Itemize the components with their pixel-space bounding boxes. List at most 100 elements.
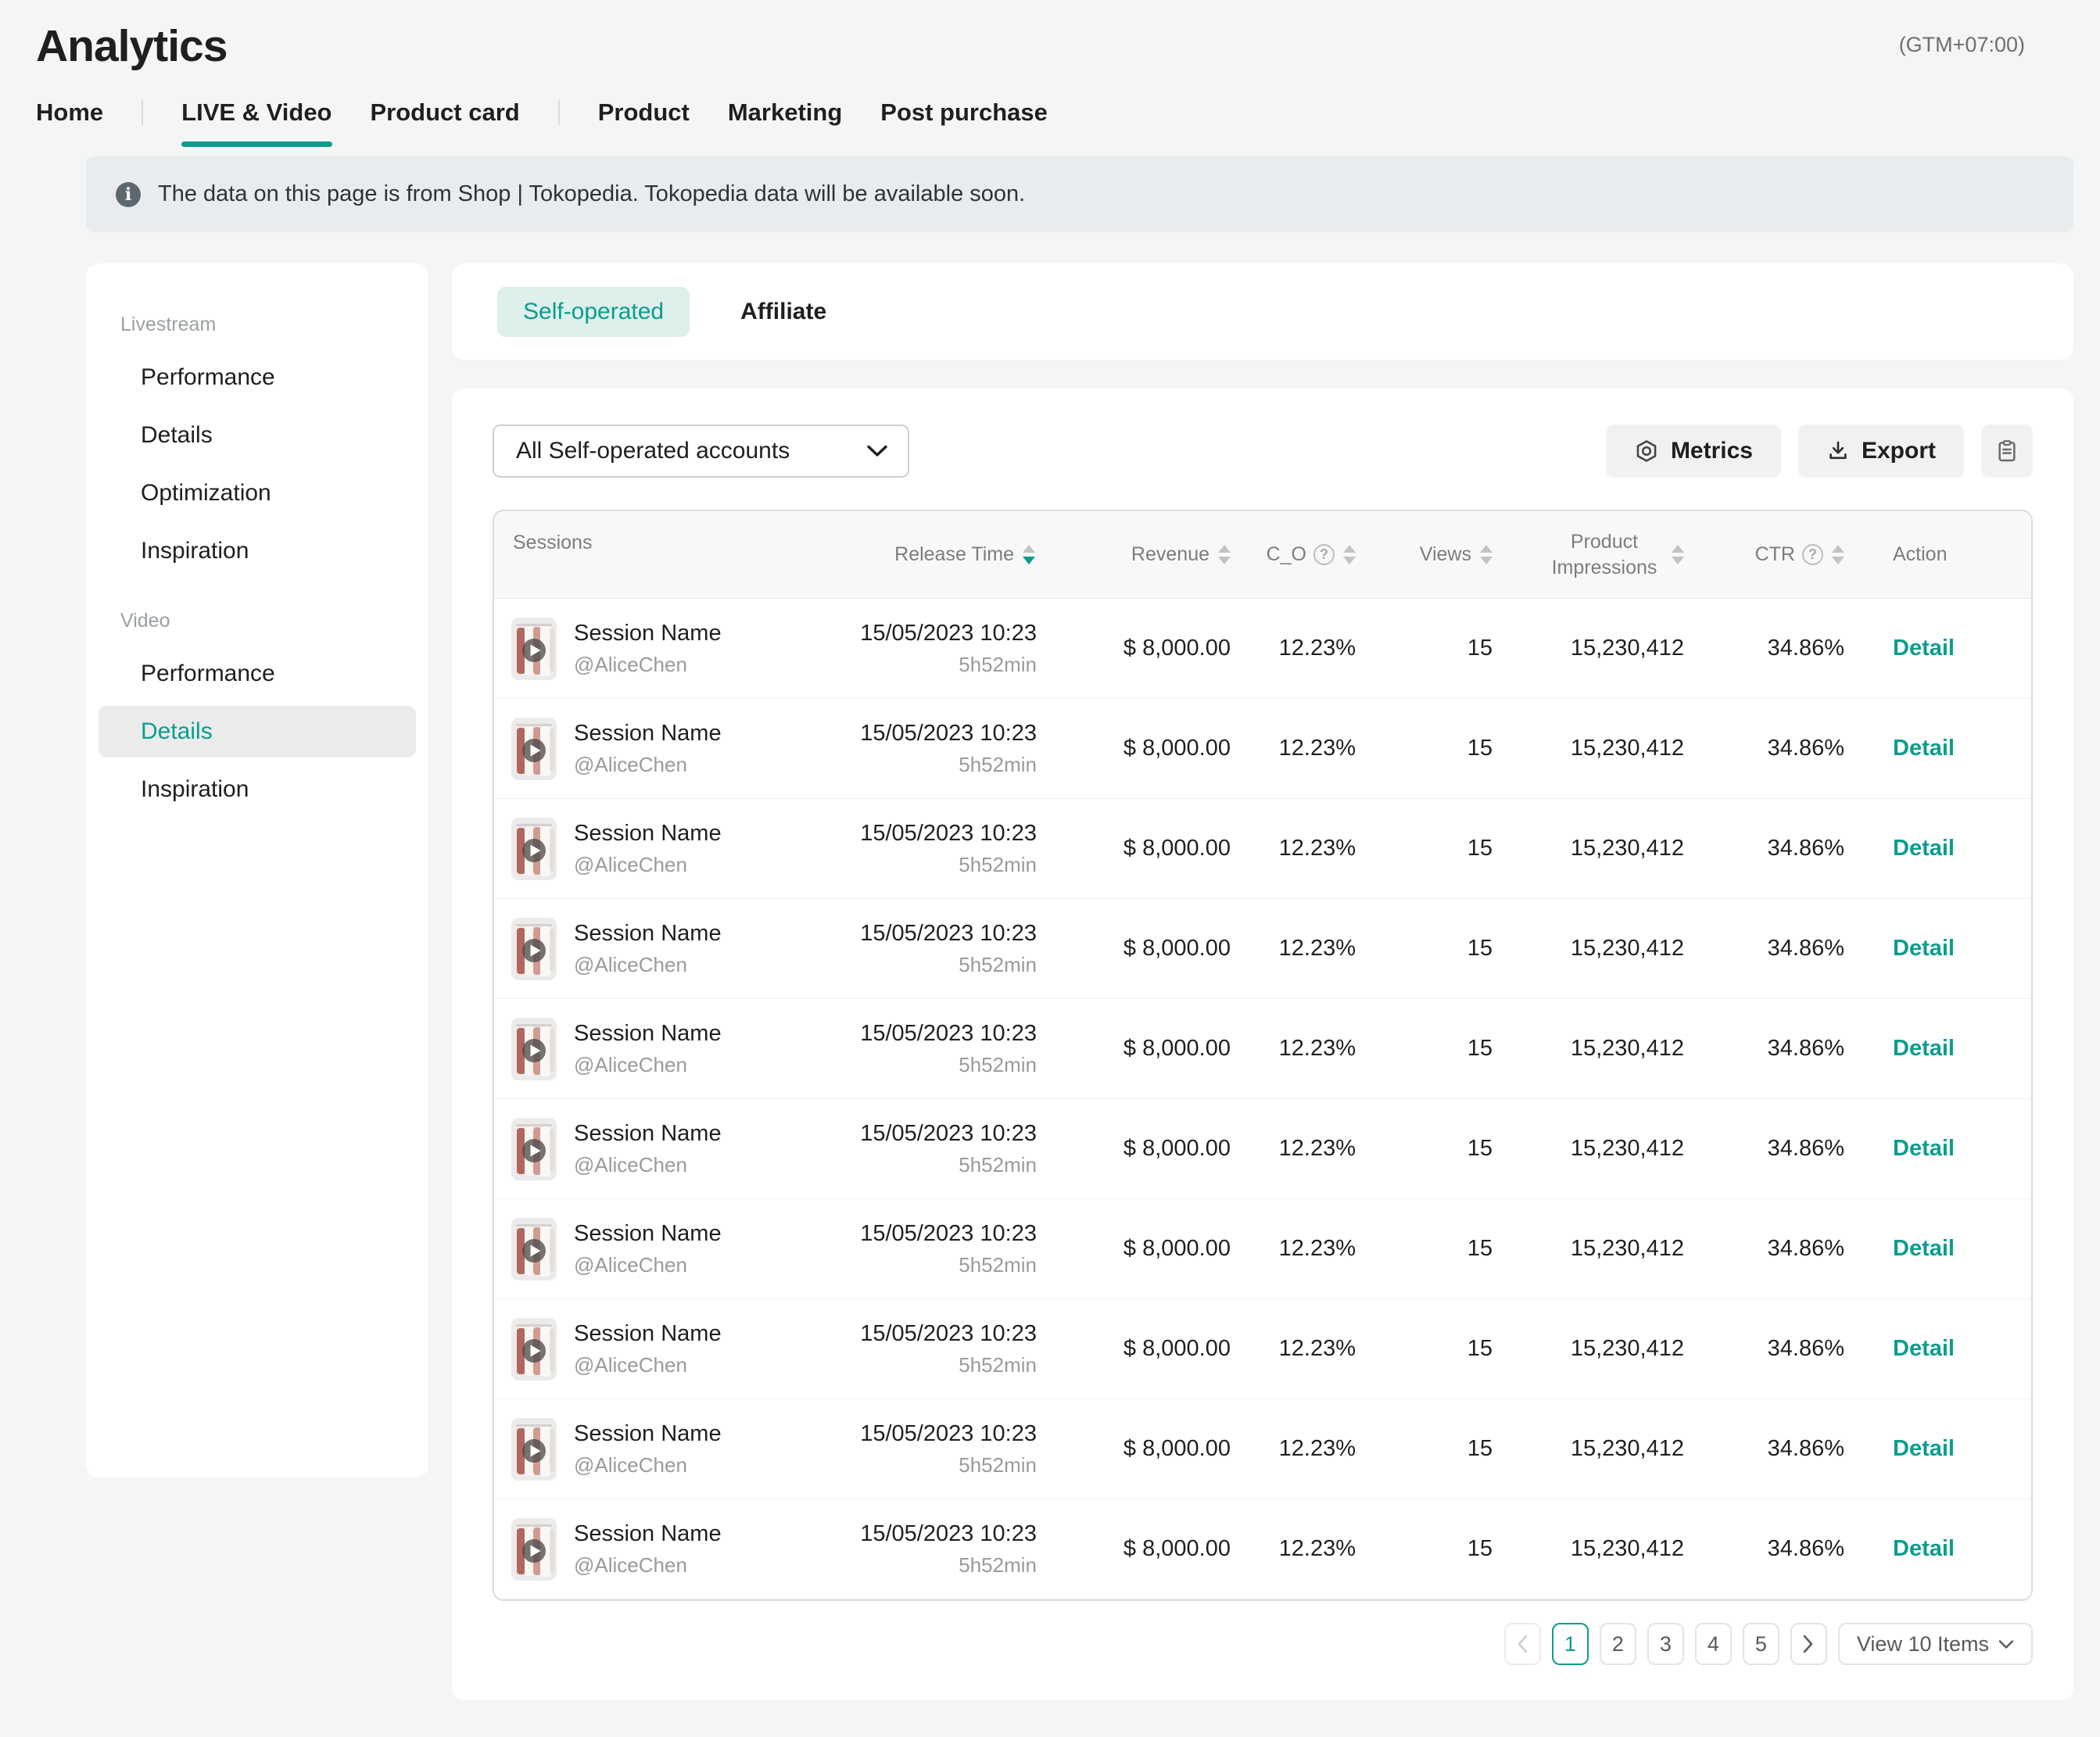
page-button-5[interactable]: 5 [1743,1623,1779,1665]
detail-link[interactable]: Detail [1893,1336,1955,1362]
sidebar-item-livestream-performance[interactable]: Performance [99,352,416,403]
nav-tab-marketing[interactable]: Marketing [728,98,842,147]
column-header-action: Action [1866,543,2031,566]
help-icon[interactable] [1313,544,1335,565]
session-thumbnail[interactable] [511,1018,557,1080]
views-cell: 15 [1378,736,1514,761]
sidebar-item-video-details[interactable]: Details [99,706,416,757]
detail-link[interactable]: Detail [1893,1536,1955,1562]
nav-tab-live-video[interactable]: LIVE & Video [181,98,331,147]
c-o-cell: 12.23% [1252,1136,1378,1162]
sidebar-section-livestream: Livestream [99,313,416,336]
nav-tab-home[interactable]: Home [36,98,103,147]
session-thumbnail[interactable] [511,618,557,680]
page-button-1[interactable]: 1 [1552,1623,1589,1665]
column-header-ctr[interactable]: CTR [1706,543,1866,566]
detail-link[interactable]: Detail [1893,736,1955,761]
sort-icon[interactable] [1672,545,1684,564]
page-button-3[interactable]: 3 [1647,1623,1684,1665]
sidebar-item-livestream-details[interactable]: Details [99,410,416,461]
product-impressions-cell: 15,230,412 [1514,836,1706,861]
page-button-2[interactable]: 2 [1600,1623,1636,1665]
session-thumbnail[interactable] [511,1318,557,1381]
detail-link[interactable]: Detail [1893,836,1955,861]
column-header-release-time[interactable]: Release Time [783,543,1057,566]
chevron-right-icon [1801,1634,1815,1654]
detail-link[interactable]: Detail [1893,936,1955,962]
report-clipboard-button[interactable] [1981,424,2033,478]
metrics-button[interactable]: Metrics [1606,424,1781,478]
column-header-c-o[interactable]: C_O [1252,543,1378,566]
detail-link[interactable]: Detail [1893,1036,1955,1062]
release-date: 15/05/2023 10:23 [860,821,1037,847]
session-name[interactable]: Session Name [574,821,722,847]
session-thumbnail[interactable] [511,1518,557,1581]
session-account: @AliceChen [574,853,722,877]
session-name[interactable]: Session Name [574,1421,722,1447]
action-cell: Detail [1866,1136,2031,1162]
nav-tab-product-card[interactable]: Product card [371,98,520,147]
account-filter-dropdown[interactable]: All Self-operated accounts [493,424,909,478]
sort-icon[interactable] [1480,545,1493,564]
revenue-cell: $ 8,000.00 [1057,1336,1252,1362]
views-cell: 15 [1378,1236,1514,1262]
detail-link[interactable]: Detail [1893,1136,1955,1162]
sidebar-item-livestream-inspiration[interactable]: Inspiration [99,525,416,577]
session-cell: Session Name @AliceChen [494,618,783,680]
session-name[interactable]: Session Name [574,1221,722,1247]
revenue-cell: $ 8,000.00 [1057,636,1252,661]
table-row: Session Name @AliceChen 15/05/2023 10:23… [494,1499,2031,1599]
c-o-cell: 12.23% [1252,936,1378,962]
ctr-cell: 34.86% [1706,836,1866,861]
sidebar-item-video-performance[interactable]: Performance [99,648,416,700]
next-page-button[interactable] [1790,1623,1827,1665]
revenue-cell: $ 8,000.00 [1057,1536,1252,1562]
nav-tab-product[interactable]: Product [598,98,690,147]
session-name[interactable]: Session Name [574,1521,722,1547]
sidebar-item-livestream-optimization[interactable]: Optimization [99,467,416,519]
prev-page-button[interactable] [1504,1623,1541,1665]
tab-self-operated[interactable]: Self-operated [497,287,690,337]
action-cell: Detail [1866,936,2031,962]
nav-tab-post-purchase[interactable]: Post purchase [880,98,1048,147]
ctr-cell: 34.86% [1706,1036,1866,1062]
session-thumbnail[interactable] [511,1118,557,1180]
detail-link[interactable]: Detail [1893,1236,1955,1262]
page-size-selector[interactable]: View 10 Items [1838,1623,2033,1665]
session-name[interactable]: Session Name [574,721,722,747]
sort-icon[interactable] [1343,545,1356,564]
session-name[interactable]: Session Name [574,921,722,947]
session-name[interactable]: Session Name [574,621,722,646]
session-cell: Session Name @AliceChen [494,718,783,780]
ctr-cell: 34.86% [1706,736,1866,761]
tab-affiliate[interactable]: Affiliate [740,299,826,325]
sort-icon[interactable] [1832,545,1844,564]
sort-icon[interactable] [1218,545,1231,564]
session-name[interactable]: Session Name [574,1321,722,1347]
column-header-revenue[interactable]: Revenue [1057,543,1252,566]
nav-divider [558,100,560,125]
detail-link[interactable]: Detail [1893,636,1955,661]
column-header-product-impressions[interactable]: Product Impressions [1514,529,1706,580]
chevron-down-icon [1998,1639,2014,1649]
session-duration: 5h52min [959,953,1037,977]
session-thumbnail[interactable] [511,818,557,880]
session-thumbnail[interactable] [511,718,557,780]
session-duration: 5h52min [959,1153,1037,1177]
session-name[interactable]: Session Name [574,1121,722,1147]
sidebar-item-video-inspiration[interactable]: Inspiration [99,764,416,815]
session-name[interactable]: Session Name [574,1021,722,1047]
sort-icon[interactable] [1023,545,1035,564]
session-thumbnail[interactable] [511,1218,557,1280]
column-header-views[interactable]: Views [1378,543,1514,566]
info-banner-text: The data on this page is from Shop | Tok… [158,181,1025,207]
session-thumbnail[interactable] [511,1418,557,1481]
page-button-4[interactable]: 4 [1695,1623,1732,1665]
download-icon [1826,439,1850,463]
help-icon[interactable] [1802,544,1823,565]
detail-link[interactable]: Detail [1893,1436,1955,1462]
session-account: @AliceChen [574,653,722,677]
export-button[interactable]: Export [1798,424,1964,478]
session-thumbnail[interactable] [511,918,557,980]
action-cell: Detail [1866,1436,2031,1462]
